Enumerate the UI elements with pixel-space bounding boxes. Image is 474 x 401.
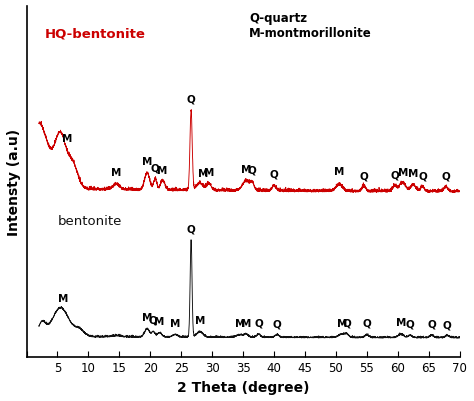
Text: M: M [142, 312, 152, 322]
Text: Q-quartz
M-montmorillonite: Q-quartz M-montmorillonite [249, 12, 372, 40]
Text: M: M [157, 165, 168, 175]
Text: M: M [62, 134, 72, 144]
Text: Q: Q [359, 171, 368, 181]
Text: Q: Q [363, 318, 371, 328]
Text: M: M [198, 168, 208, 178]
Text: M: M [142, 156, 152, 166]
Text: M: M [194, 316, 205, 326]
Y-axis label: Intensty (a.u): Intensty (a.u) [7, 128, 21, 235]
Text: Q: Q [149, 315, 158, 325]
Text: Q: Q [273, 318, 282, 328]
Text: Q: Q [254, 318, 263, 328]
Text: M: M [398, 168, 408, 178]
Text: Q: Q [187, 94, 195, 104]
Text: Q: Q [443, 320, 452, 329]
Text: M: M [155, 316, 165, 326]
Text: M: M [111, 168, 121, 178]
Text: M: M [204, 167, 214, 177]
Text: M: M [170, 318, 180, 328]
Text: Q: Q [187, 224, 195, 234]
Text: Q: Q [390, 170, 399, 180]
Text: Q: Q [406, 319, 414, 329]
Text: M: M [334, 167, 344, 177]
X-axis label: 2 Theta (degree): 2 Theta (degree) [177, 380, 310, 394]
Text: Q: Q [151, 164, 160, 173]
Text: Q: Q [343, 318, 351, 327]
Text: M: M [241, 164, 251, 174]
Text: M: M [408, 168, 419, 178]
Text: Q: Q [442, 171, 450, 181]
Text: HQ-bentonite: HQ-bentonite [45, 28, 146, 41]
Text: Q: Q [270, 169, 278, 179]
Text: M: M [235, 318, 245, 328]
Text: M: M [337, 318, 347, 328]
Text: Q: Q [428, 319, 436, 329]
Text: M: M [241, 318, 251, 328]
Text: Q: Q [418, 170, 427, 180]
Text: M: M [396, 318, 406, 328]
Text: bentonite: bentonite [57, 214, 122, 227]
Text: M: M [58, 294, 69, 304]
Text: Q: Q [248, 166, 257, 176]
